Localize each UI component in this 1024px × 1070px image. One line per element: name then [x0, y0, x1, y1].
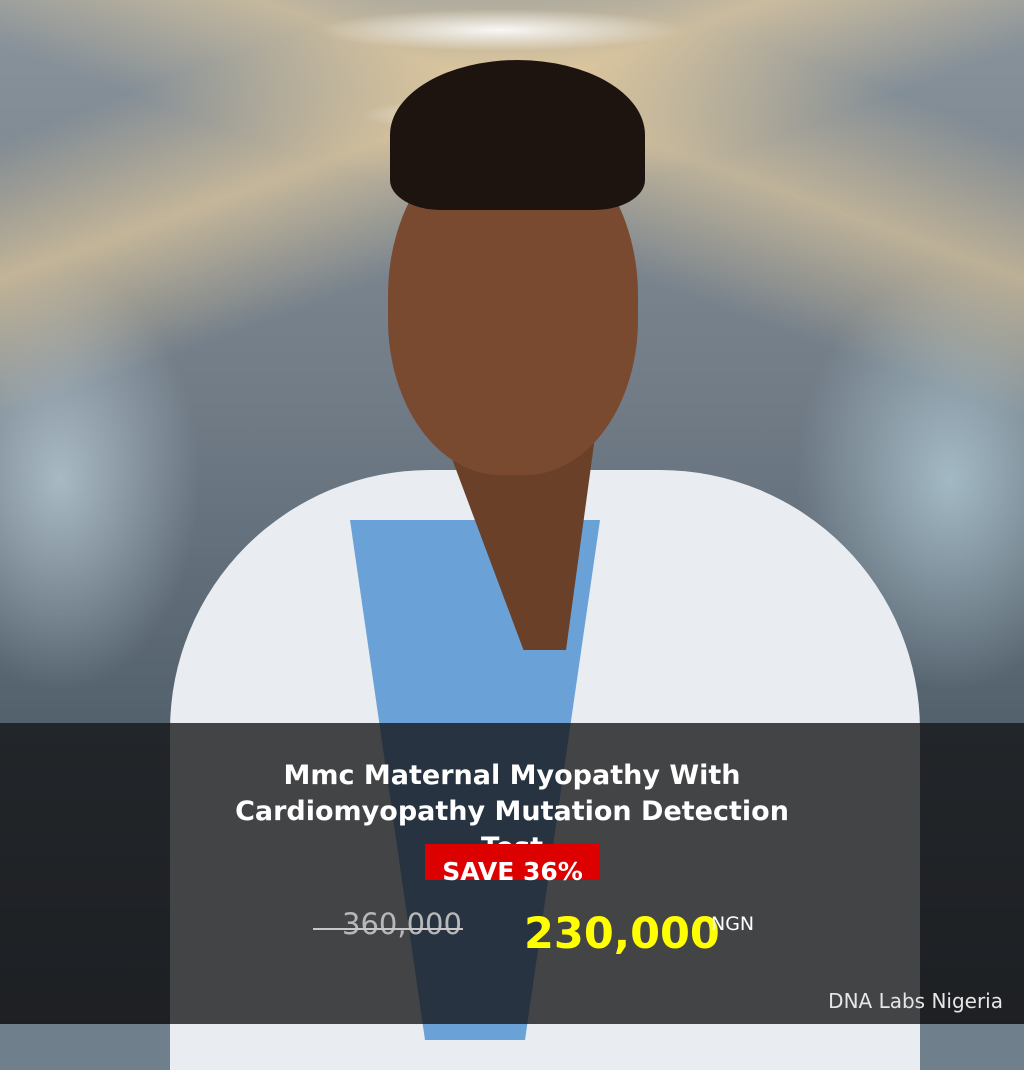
sale-price: 230,000	[524, 909, 720, 959]
discount-badge	[425, 844, 600, 880]
currency-label: NGN	[711, 913, 755, 935]
strikethrough-line	[313, 928, 463, 930]
discount-badge-text: SAVE 36%	[442, 857, 583, 886]
hair	[390, 60, 645, 210]
title-line: Mmc Maternal Myopathy With	[283, 760, 741, 791]
original-price: 360,000	[342, 907, 462, 941]
brand-watermark: DNA Labs Nigeria	[828, 989, 1003, 1013]
title-line: Cardiomyopathy Mutation Detection	[235, 796, 789, 827]
